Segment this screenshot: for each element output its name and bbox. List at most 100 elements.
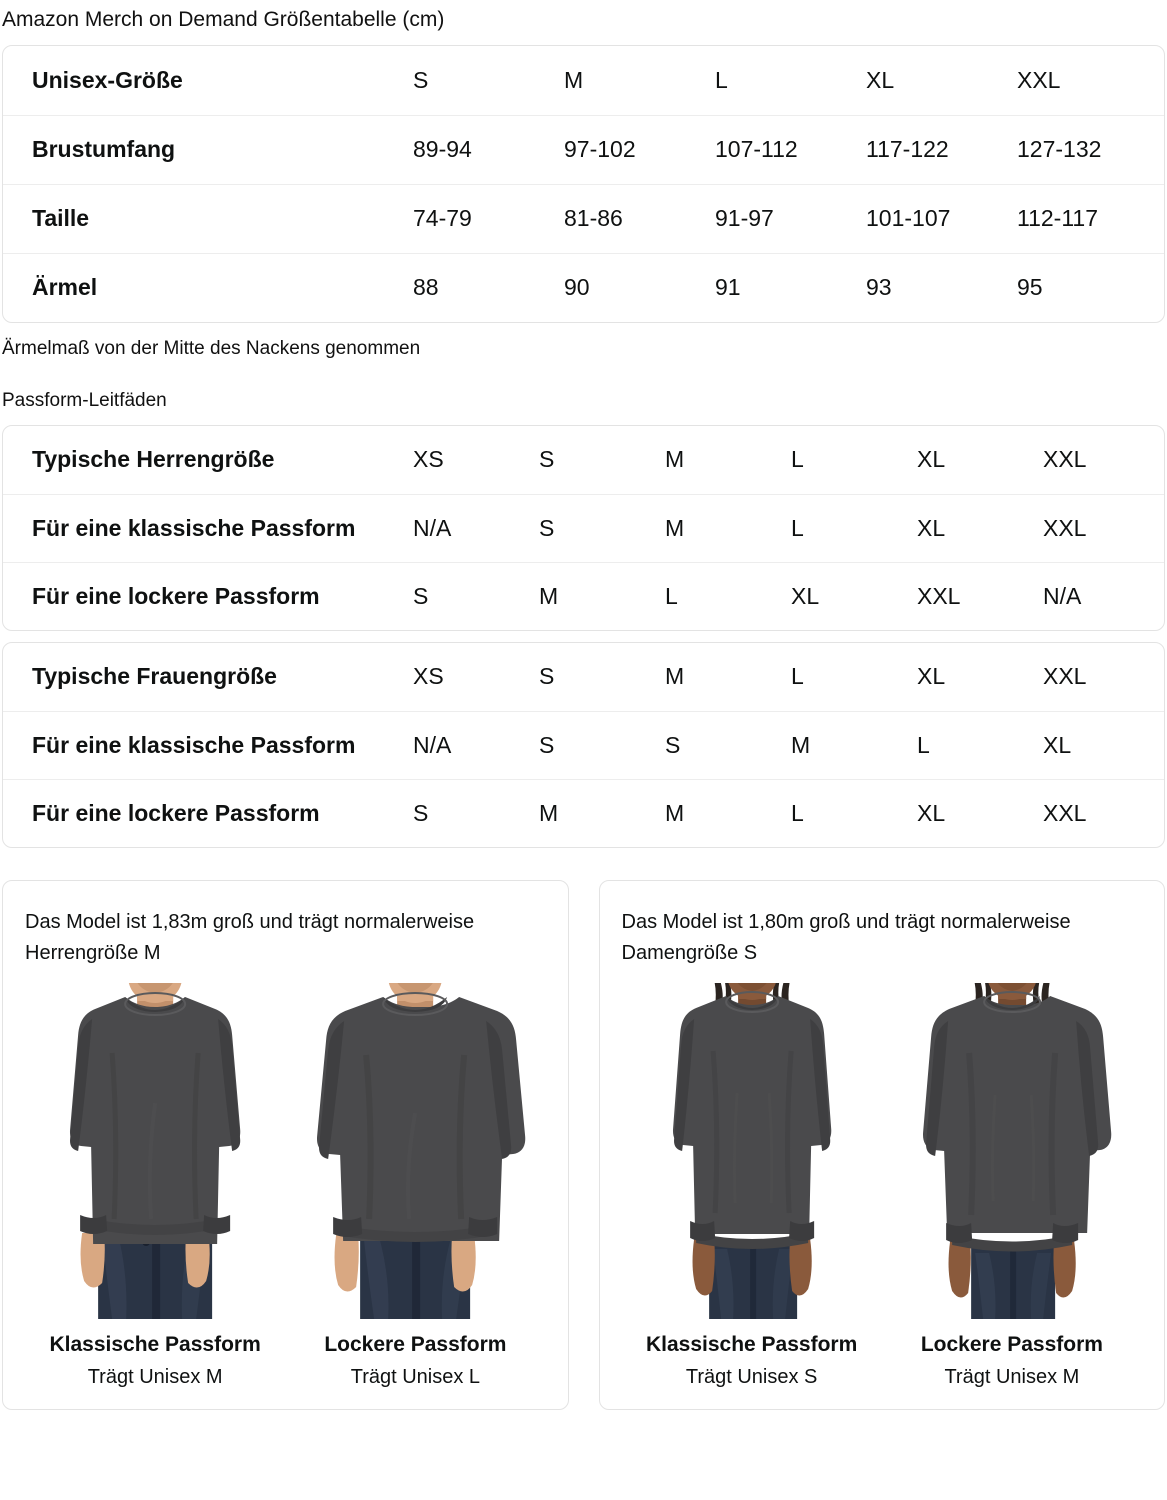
size-col-s: S	[413, 66, 429, 93]
model-description-female: Das Model ist 1,80m groß und trägt norma…	[621, 911, 1071, 964]
size-table-card: Unisex-Größe S M L XL XXL Brustumfang 89…	[2, 45, 1165, 323]
cell-m0-5: XXL	[1043, 446, 1087, 473]
fit-guides-heading: Passform-Leitfäden	[2, 390, 167, 411]
mens-fit-table-card: Typische Herrengröße XS S M L XL XXL Für…	[2, 425, 1165, 631]
table-row: Für eine lockere Passform S M M L XL XXL	[3, 778, 1164, 847]
cell-chest-xxl: 127-132	[1017, 114, 1164, 184]
model-card-male: Das Model ist 1,83m groß und trägt norma…	[2, 880, 569, 1410]
cell-m2-5: N/A	[1043, 561, 1164, 630]
row-label-mens-classic-fit: Für eine klassische Passform	[3, 493, 413, 562]
figure-male-classic: Klassische Passform Trägt Unisex M	[25, 983, 285, 1389]
caption-fit-female-loose: Lockere Passform	[920, 1333, 1103, 1356]
cell-m0-2: M	[665, 446, 685, 473]
cell-sleeve-xl: 93	[866, 252, 1017, 322]
cell-m0-1: S	[539, 446, 555, 473]
cell-sleeve-xxl: 95	[1017, 252, 1164, 322]
cell-m2-3: XL	[791, 561, 917, 630]
model-figures-male: Klassische Passform Trägt Unisex M	[25, 983, 546, 1389]
womens-fit-table: Typische Frauengröße XS S M L XL XXL Für…	[3, 643, 1164, 847]
table-row: Für eine lockere Passform S M L XL XXL N…	[3, 561, 1164, 630]
row-label-womens-classic-fit: Für eine klassische Passform	[3, 710, 413, 779]
cell-w1-1: S	[539, 710, 665, 779]
size-col-l: L	[715, 66, 728, 93]
cell-waist-m: 81-86	[564, 183, 715, 253]
cell-w2-4: XL	[917, 778, 1043, 847]
size-col-m: M	[564, 66, 584, 93]
table-row: Für eine klassische Passform N/A S S M L…	[3, 710, 1164, 779]
female-classic-fit-photo	[622, 983, 882, 1319]
figure-male-loose: Lockere Passform Trägt Unisex L	[285, 983, 545, 1389]
cell-m1-1: S	[539, 493, 665, 562]
model-description-male: Das Model ist 1,83m groß und trägt norma…	[25, 911, 475, 964]
cell-w2-1: M	[539, 778, 665, 847]
row-label-sleeve: Ärmel	[3, 252, 413, 322]
cell-waist-l: 91-97	[715, 183, 866, 253]
unisex-size-table: Unisex-Größe S M L XL XXL Brustumfang 89…	[3, 46, 1164, 322]
cell-m2-2: L	[665, 561, 791, 630]
caption-size-female-classic: Trägt Unisex S	[685, 1366, 818, 1388]
caption-fit-female-classic: Klassische Passform	[645, 1333, 858, 1356]
cell-chest-m: 97-102	[564, 114, 715, 184]
cell-chest-xl: 117-122	[866, 114, 1017, 184]
cell-waist-s: 74-79	[413, 183, 564, 253]
cell-w2-3: L	[791, 778, 917, 847]
cell-m0-0: XS	[413, 446, 444, 473]
cell-w0-4: XL	[917, 663, 946, 690]
cell-m1-2: M	[665, 493, 791, 562]
model-card-female: Das Model ist 1,80m groß und trägt norma…	[598, 880, 1165, 1410]
caption-fit-male-classic: Klassische Passform	[49, 1333, 261, 1356]
cell-w2-0: S	[413, 778, 539, 847]
sleeve-measurement-note: Ärmelmaß von der Mitte des Nackens genom…	[2, 338, 421, 359]
cell-sleeve-m: 90	[564, 252, 715, 322]
cell-m0-4: XL	[917, 446, 946, 473]
row-label-typical-mens-size: Typische Herrengröße	[32, 446, 275, 473]
cell-w1-5: XL	[1043, 710, 1164, 779]
table-row: Brustumfang 89-94 97-102 107-112 117-122…	[3, 114, 1164, 184]
cell-sleeve-l: 91	[715, 252, 866, 322]
cell-w1-2: S	[665, 710, 791, 779]
male-loose-fit-photo	[285, 983, 545, 1319]
caption-size-male-loose: Trägt Unisex L	[350, 1366, 481, 1388]
table-row: Für eine klassische Passform N/A S M L X…	[3, 493, 1164, 562]
cell-m2-4: XXL	[917, 561, 1043, 630]
cell-m1-4: XL	[917, 493, 1043, 562]
row-label-typical-womens-size: Typische Frauengröße	[32, 663, 277, 690]
cell-m1-0: N/A	[413, 493, 539, 562]
male-classic-fit-photo	[25, 983, 285, 1319]
page-title: Amazon Merch on Demand Größentabelle (cm…	[2, 8, 445, 31]
model-figures-female: Klassische Passform Trägt Unisex S	[622, 983, 1143, 1389]
row-label-unisex-size: Unisex-Größe	[32, 66, 183, 93]
mens-fit-table: Typische Herrengröße XS S M L XL XXL Für…	[3, 426, 1164, 630]
table-row: Taille 74-79 81-86 91-97 101-107 112-117	[3, 183, 1164, 253]
table-row-header: Unisex-Größe S M L XL XXL	[3, 46, 1164, 115]
cell-chest-s: 89-94	[413, 114, 564, 184]
table-row: Ärmel 88 90 91 93 95	[3, 252, 1164, 322]
cell-m1-5: XXL	[1043, 493, 1164, 562]
cell-w0-0: XS	[413, 663, 444, 690]
cell-w0-5: XXL	[1043, 663, 1087, 690]
cell-w0-1: S	[539, 663, 555, 690]
cell-w2-2: M	[665, 778, 791, 847]
caption-fit-male-loose: Lockere Passform	[324, 1333, 507, 1356]
row-label-chest: Brustumfang	[3, 114, 413, 184]
caption-size-female-loose: Trägt Unisex M	[944, 1366, 1080, 1388]
model-cards-row: Das Model ist 1,83m groß und trägt norma…	[2, 880, 1165, 1410]
row-label-mens-loose-fit: Für eine lockere Passform	[3, 561, 413, 630]
cell-chest-l: 107-112	[715, 114, 866, 184]
cell-waist-xl: 101-107	[866, 183, 1017, 253]
size-col-xl: XL	[866, 66, 895, 93]
row-label-womens-loose-fit: Für eine lockere Passform	[3, 778, 413, 847]
cell-w1-4: L	[917, 710, 1043, 779]
size-col-xxl: XXL	[1017, 66, 1061, 93]
row-label-waist: Taille	[3, 183, 413, 253]
cell-m0-3: L	[791, 446, 804, 473]
cell-w2-5: XXL	[1043, 778, 1164, 847]
cell-m1-3: L	[791, 493, 917, 562]
table-row: Typische Frauengröße XS S M L XL XXL	[3, 643, 1164, 711]
cell-m2-0: S	[413, 561, 539, 630]
cell-waist-xxl: 112-117	[1017, 183, 1164, 253]
cell-w1-0: N/A	[413, 710, 539, 779]
cell-w0-3: L	[791, 663, 804, 690]
figure-female-classic: Klassische Passform Trägt Unisex S	[622, 983, 882, 1389]
